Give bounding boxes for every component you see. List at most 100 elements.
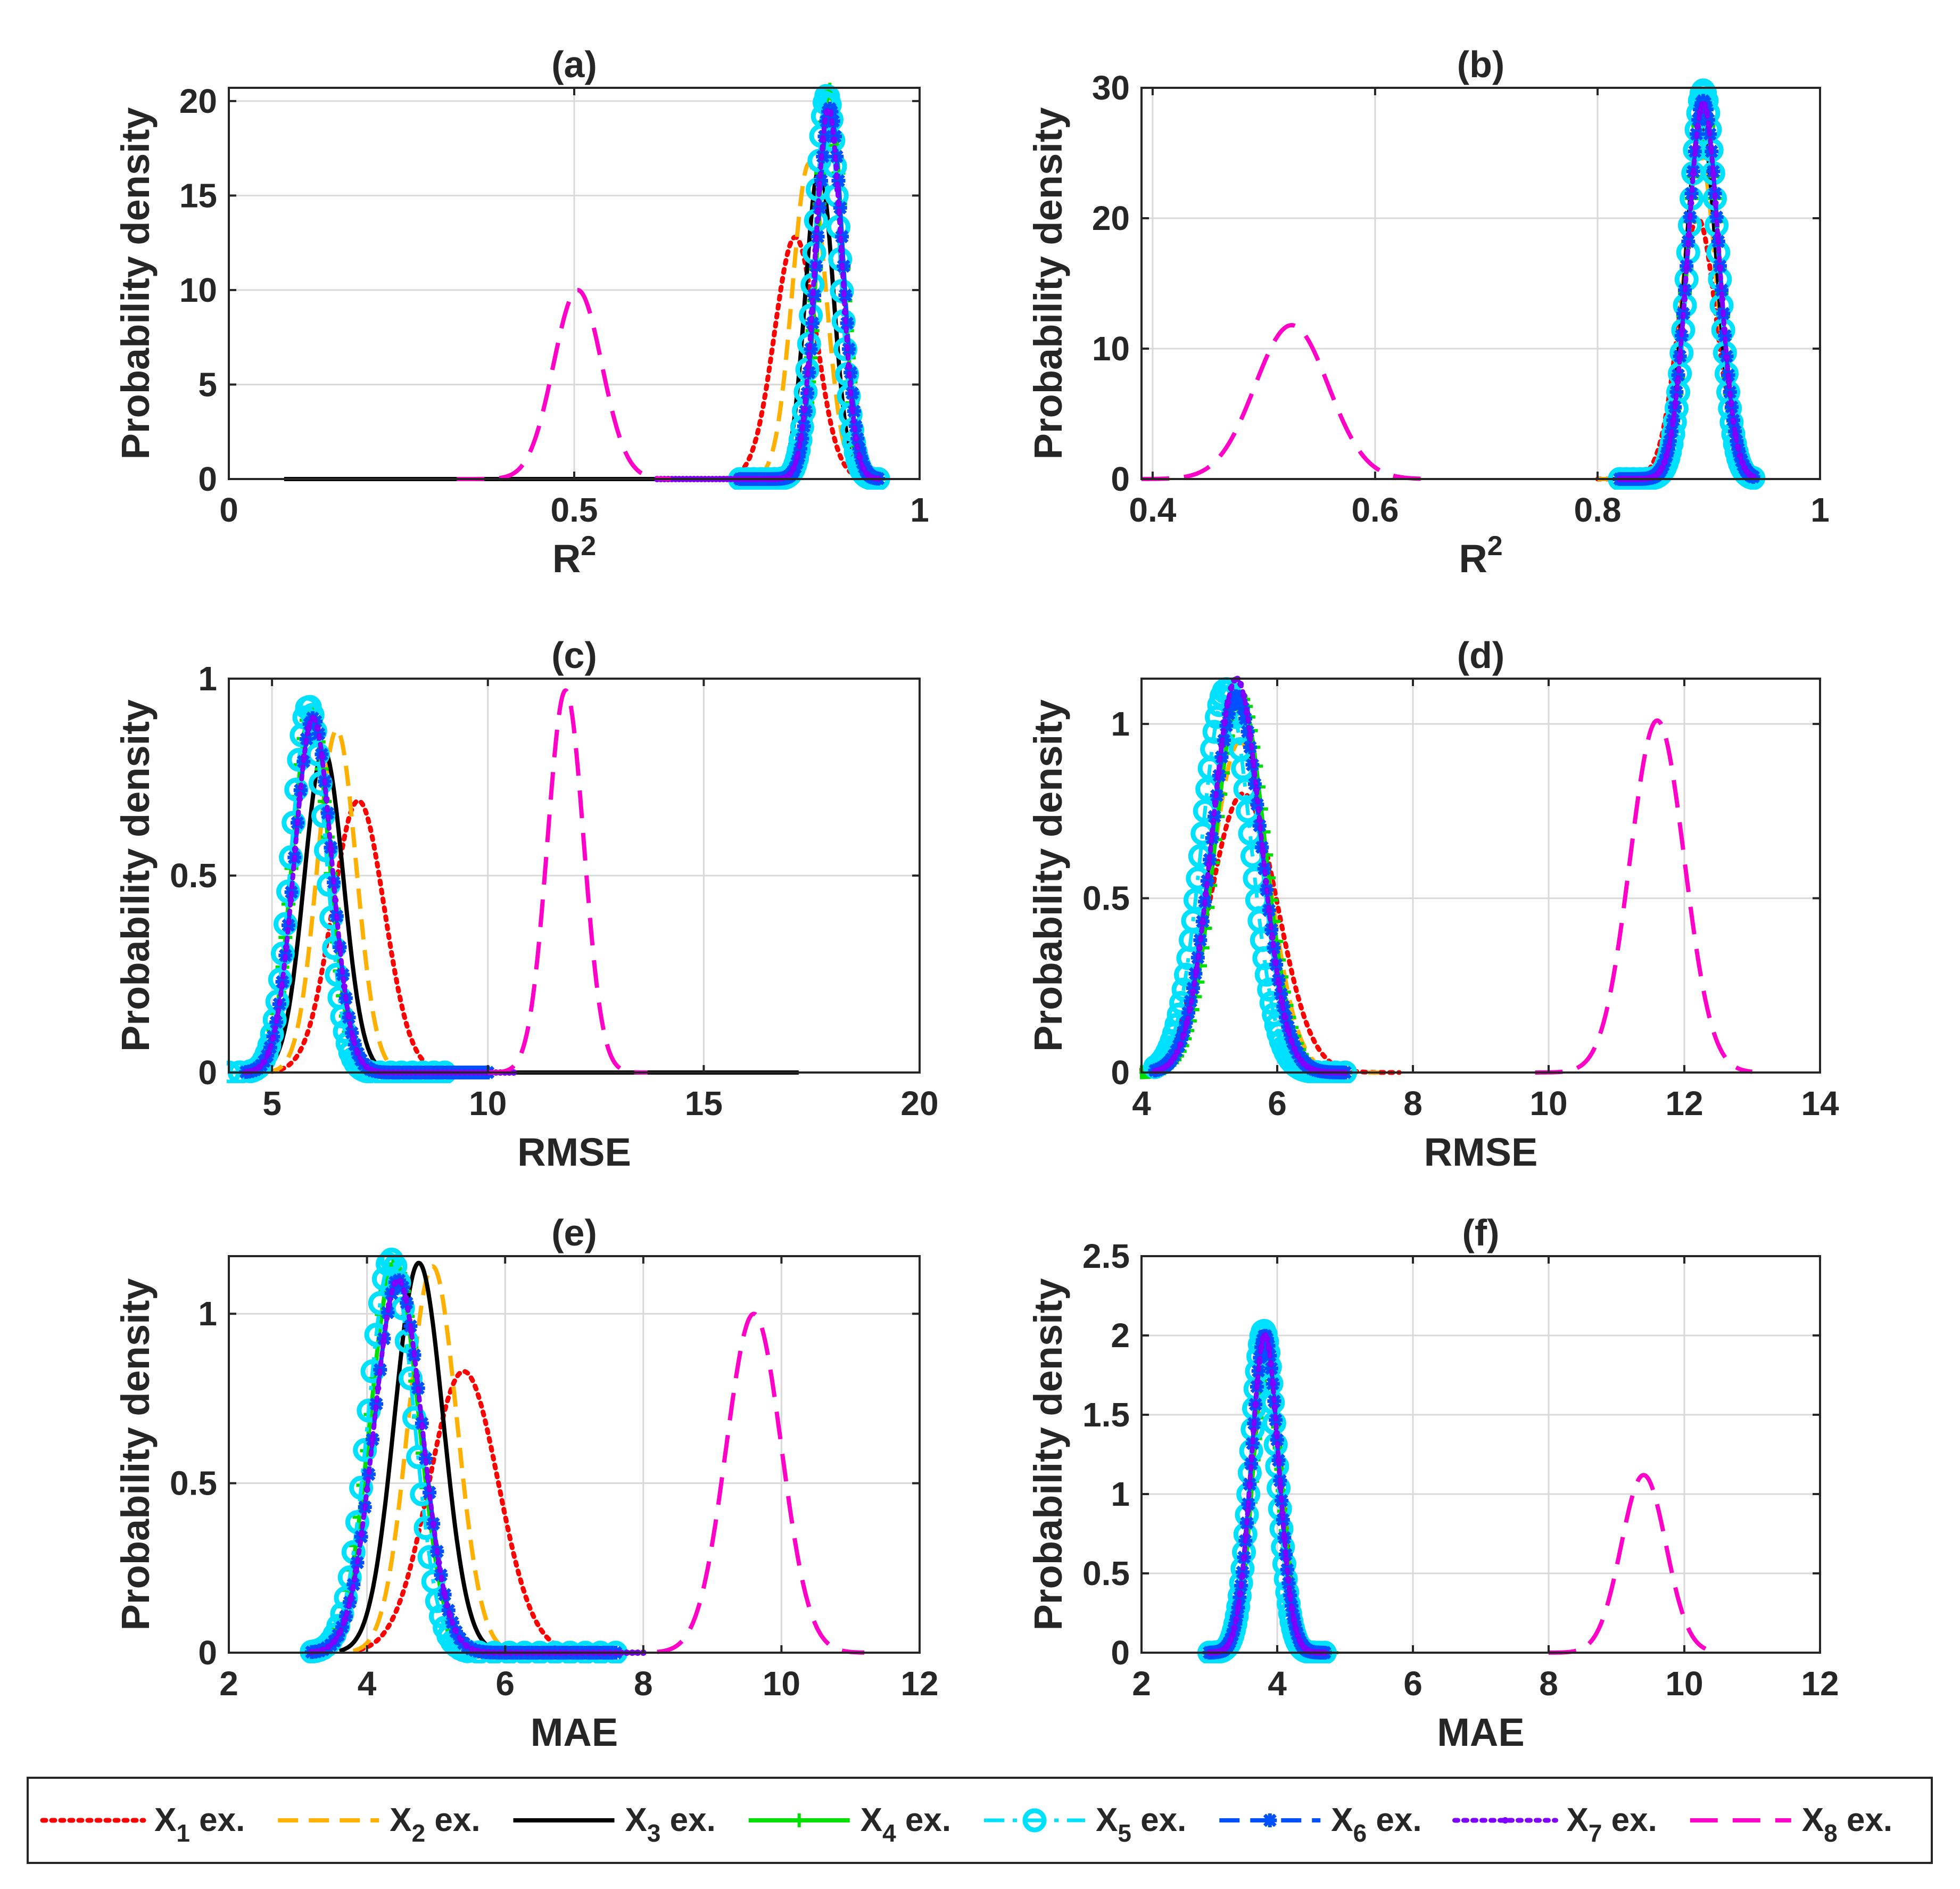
panel-f-x-tick-label: 12 (1801, 1664, 1839, 1703)
panel-f-marker-x7 (1275, 1457, 1282, 1464)
panel-e-marker-x7 (446, 1612, 453, 1619)
panel-b-x-tick-label: 1 (1810, 491, 1830, 529)
legend-item-x5: X5 ex. (984, 1802, 1186, 1847)
panel-b-marker-x7 (1705, 123, 1712, 130)
panel-b-marker-x7 (1725, 378, 1732, 385)
panel-d-marker-x6 (1236, 701, 1250, 715)
panel-b-x-axis-label-sup: 2 (1487, 531, 1503, 562)
panel-f: 2 4 6 8 10 12 0 0.5 1 1.5 2 2.5 (f) MAE Probability de… (1026, 1212, 1839, 1754)
panel-f-marker-x7 (1288, 1605, 1295, 1612)
panel-d-marker-x7 (1253, 787, 1260, 794)
panel-a-marker-x7 (831, 137, 838, 144)
panel-d-title: (d) (1457, 634, 1504, 676)
panel-f-y-tick-label: 0.5 (1082, 1554, 1130, 1593)
panel-c-marker-x5 (270, 942, 295, 966)
panel-f-x-tick-label: 10 (1665, 1664, 1703, 1703)
panel-c-y-axis-label: Probability density (113, 699, 158, 1052)
panel-f-y-tick-label: 1 (1111, 1475, 1130, 1513)
panel-a-marker-x7 (816, 186, 823, 193)
panel-b-marker-x7 (1719, 296, 1726, 303)
panel-c-x-tick-label: 10 (469, 1084, 507, 1123)
panel-d-marker-x7 (1174, 1048, 1181, 1055)
panel-f-marker-x7 (1271, 1404, 1278, 1410)
panel-b-marker-x7 (1697, 109, 1703, 116)
panel-b-axes-box (1140, 87, 1821, 480)
panel-e-marker-x7 (375, 1385, 382, 1392)
panel-f-marker-x7 (1256, 1358, 1263, 1365)
panel-b-marker-x6 (1669, 385, 1684, 399)
panel-c-marker-x7 (359, 1058, 366, 1065)
panel-e-marker-x5 (349, 1475, 374, 1500)
panel-f-marker-x7 (1273, 1430, 1280, 1437)
panel-e-marker-x7 (352, 1568, 359, 1574)
panel-a-marker-x7 (845, 363, 852, 370)
panel-e-marker-x7 (342, 1616, 349, 1623)
panel-f-y-axis-label: Probability density (1026, 1278, 1070, 1630)
panel-b-y-tick-label: 0 (1111, 460, 1130, 498)
legend-item-x4: X4 ex. (748, 1802, 951, 1847)
panel-d-marker-x7 (1196, 945, 1203, 952)
panel-c-marker-x7 (283, 944, 290, 951)
panel-f-marker-x7 (1294, 1632, 1301, 1639)
panel-a-marker-x7 (790, 465, 797, 472)
panel-d-y-tick-label: 1 (1111, 705, 1130, 743)
panel-e-marker-x7 (325, 1644, 332, 1651)
panel-a-y-axis-label: Probability density (113, 107, 158, 459)
panel-d-marker-x7 (1281, 1014, 1288, 1021)
panel-b-marker-x7 (1685, 232, 1692, 238)
panel-e-marker-x7 (402, 1294, 409, 1301)
panel-a-marker-x7 (849, 406, 856, 413)
legend-label-x4: X4 ex. (861, 1802, 951, 1847)
panel-f-marker-x7 (1263, 1335, 1270, 1342)
panel-a-marker-x7 (856, 454, 863, 461)
panel-b-marker-x7 (1727, 399, 1734, 406)
panel-d-marker-x7 (1272, 958, 1279, 965)
panel-a-marker-x6 (833, 201, 847, 215)
panel-d-marker-x7 (1294, 1052, 1301, 1059)
panel-b-marker-x7 (1710, 170, 1717, 177)
panel-c-y-tick-label: 0 (198, 1053, 217, 1092)
panel-f-marker-x7 (1252, 1401, 1259, 1408)
legend-marker-x7 (1502, 1817, 1509, 1824)
panel-f-marker-x7 (1268, 1360, 1275, 1367)
panel-f-marker-x7 (1240, 1554, 1247, 1561)
panel-e-marker-x5 (353, 1438, 377, 1462)
panel-f-x-tick-label: 4 (1268, 1664, 1287, 1703)
legend-label-x1: X1 ex. (154, 1802, 245, 1847)
panel-e-marker-x7 (386, 1301, 393, 1308)
panel-b-marker-x7 (1678, 326, 1685, 333)
panel-d-y-tick-label: 0.5 (1082, 879, 1130, 918)
panel-e-marker-x7 (463, 1643, 470, 1649)
panel-c: 5 10 15 20 0 0.5 1 (c) RMSE Probability density (113, 634, 939, 1174)
panel-e-x-tick-label: 8 (634, 1664, 653, 1703)
legend: X1 ex. X2 ex. X3 ex. X4 ex. X5 ex. X6 ex. X7 e… (27, 1777, 1933, 1864)
panel-f-x-axis-label: MAE (1437, 1710, 1524, 1754)
panel-f-marker-x7 (1281, 1535, 1288, 1541)
panel-d-x-tick-label: 10 (1529, 1084, 1567, 1123)
panel-b-x-axis-label: R2 (1459, 531, 1502, 581)
panel-d-marker-x7 (1212, 799, 1219, 806)
panel-e-marker-x7 (369, 1436, 376, 1443)
panel-f-marker-x7 (1227, 1637, 1234, 1644)
panel-e-y-axis-label: Probability density (113, 1278, 158, 1630)
panel-e-marker-x7 (408, 1327, 415, 1334)
panel-f-marker-x6 (1264, 1362, 1278, 1376)
legend-item-x2: X2 ex. (278, 1802, 481, 1847)
panel-d-marker-x7 (1205, 861, 1212, 868)
panel-e-x-tick-label: 6 (495, 1664, 515, 1703)
panel-f-marker-x7 (1229, 1631, 1236, 1638)
panel-d-marker-x7 (1221, 718, 1228, 725)
panel-b-marker-x7 (1701, 101, 1708, 108)
panel-a-marker-x7 (801, 406, 808, 413)
panel-a-marker-x6 (831, 174, 846, 188)
panel-c-marker-x6 (320, 806, 335, 820)
panel-b-marker-x7 (1739, 459, 1746, 466)
panel-b-marker-x7 (1730, 417, 1736, 424)
panel-e-marker-x5 (398, 1366, 423, 1391)
panel-b-marker-x7 (1663, 452, 1670, 459)
legend-label-x5: X5 ex. (1096, 1802, 1186, 1847)
panel-c-x-tick-label: 5 (262, 1084, 282, 1123)
panel-d-marker-x7 (1237, 681, 1244, 688)
panel-e-series-x5-markers (300, 1247, 628, 1663)
panel-b-marker-x7 (1672, 399, 1679, 406)
